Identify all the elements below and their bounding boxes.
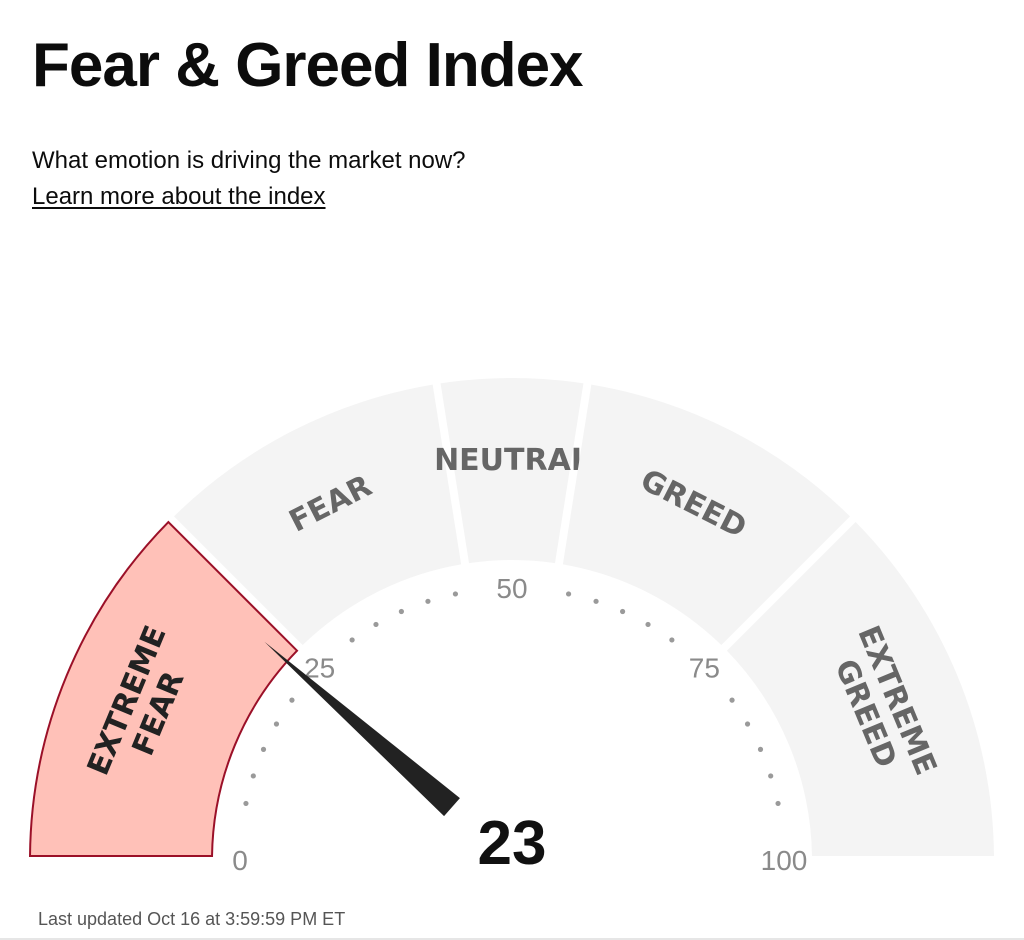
gauge-needle <box>264 641 460 817</box>
gauge-band-neutral-label-line: NEUTRAL <box>434 443 590 478</box>
gauge-band-neutral-label: NEUTRAL <box>434 443 590 478</box>
gauge-tick-label-100: 100 <box>761 845 808 876</box>
gauge-tick-label-75: 75 <box>689 653 720 684</box>
gauge-dial-dot <box>768 773 774 779</box>
gauge-tick-label-50: 50 <box>496 573 527 604</box>
gauge-dial-dot <box>757 746 764 752</box>
gauge-band-extreme-greed <box>726 522 994 857</box>
gauge-tick-label-0: 0 <box>232 845 248 876</box>
gauge-dial-dot <box>289 697 295 703</box>
gauge-dial-dots <box>243 591 781 807</box>
gauge-dial-dot <box>593 598 599 604</box>
gauge-dial-dot <box>669 637 675 643</box>
gauge-dial-dot <box>398 608 404 615</box>
gauge-dial-dot <box>250 773 256 779</box>
gauge-dial-dot <box>373 621 379 628</box>
gauge-dial-dot <box>260 746 267 752</box>
gauge-dial-dot <box>744 721 751 727</box>
gauge-dial-dot <box>452 591 459 597</box>
gauge-band-greed <box>562 384 850 646</box>
gauge-dial-dot <box>620 608 626 615</box>
page-title: Fear & Greed Index <box>32 31 584 100</box>
gauge-center-hub <box>416 754 608 940</box>
gauge-dial-dot <box>775 800 781 807</box>
gauge-dial-dot <box>565 591 572 597</box>
bottom-divider <box>0 938 1024 940</box>
gauge-score-value: 23 <box>478 809 547 878</box>
gauge-band-fear <box>174 384 462 646</box>
gauge-band-neutral <box>440 378 584 564</box>
learn-more-link[interactable]: Learn more about the index <box>32 183 326 210</box>
gauge-needle-group <box>264 641 608 940</box>
gauge-band-extreme-fear <box>29 520 299 857</box>
gauge-dial-dot <box>349 637 355 643</box>
gauge-dial-dot <box>645 621 651 628</box>
gauge-dial-dot <box>729 697 735 703</box>
last-updated-text: Last updated Oct 16 at 3:59:59 PM ET <box>38 909 346 929</box>
gauge-dial-dot <box>425 598 431 604</box>
page-subtitle: What emotion is driving the market now? <box>32 147 466 174</box>
gauge-dial-dot <box>243 800 249 807</box>
gauge-dial-dot <box>273 721 280 727</box>
